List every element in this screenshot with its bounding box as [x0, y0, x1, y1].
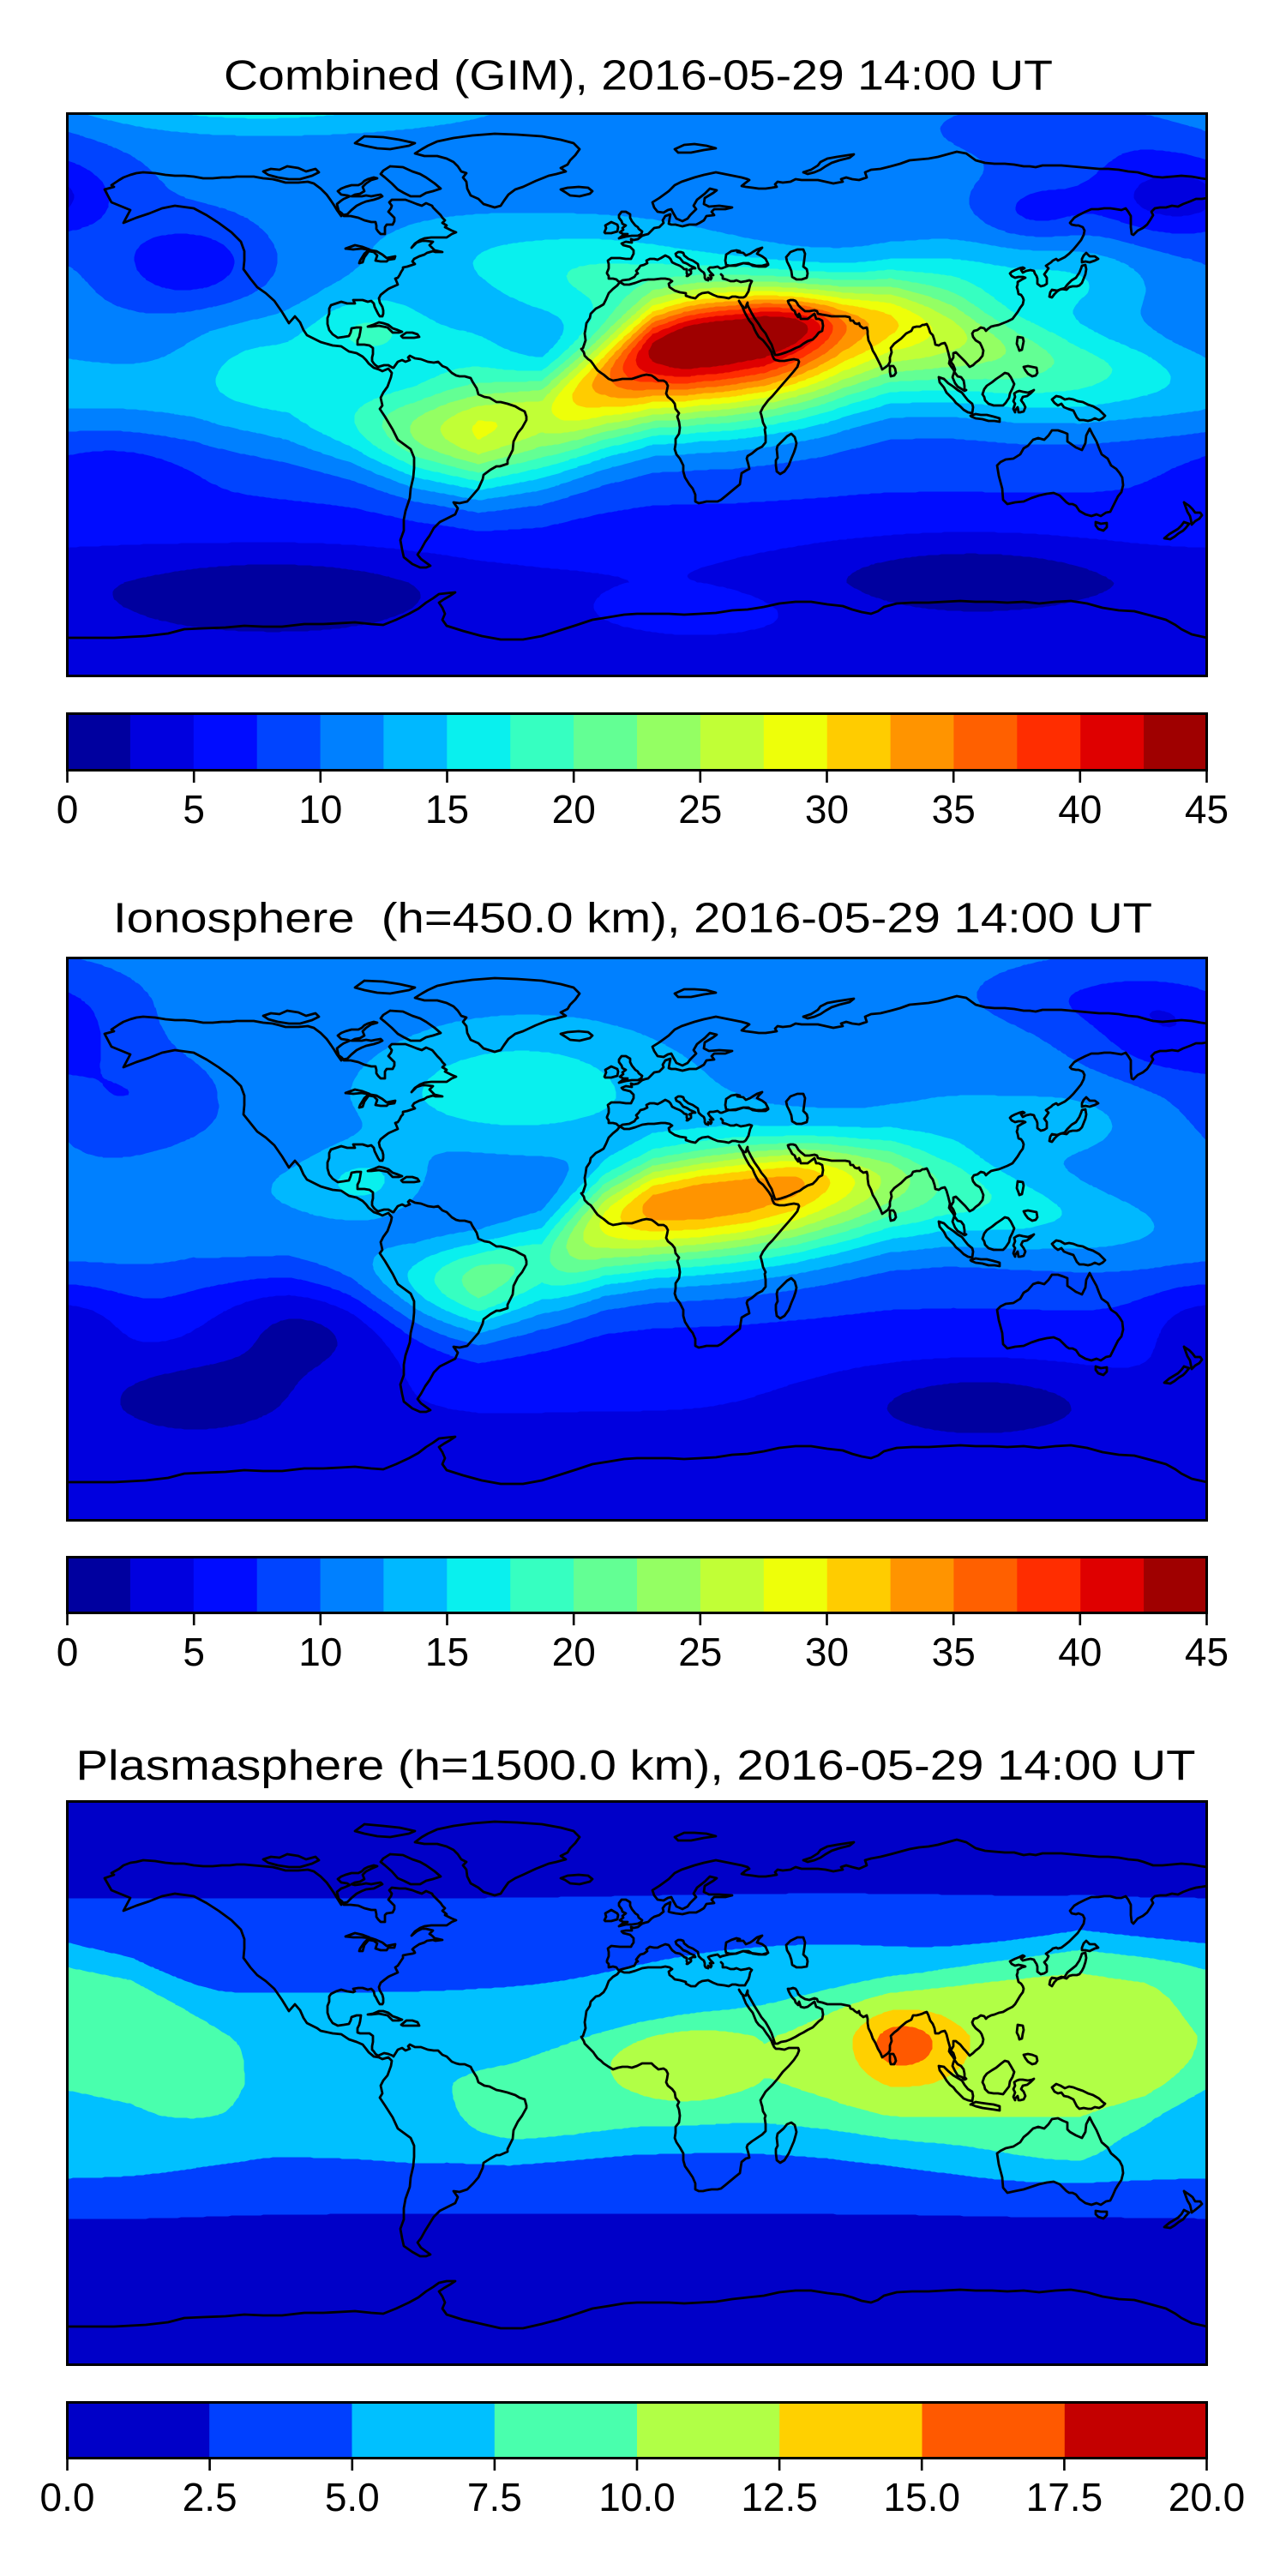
svg-text:45: 45	[1185, 1630, 1229, 1674]
svg-text:45: 45	[1185, 787, 1229, 832]
svg-text:35: 35	[932, 787, 976, 832]
svg-text:40: 40	[1058, 1630, 1102, 1674]
svg-text:20: 20	[552, 787, 596, 832]
svg-text:25: 25	[678, 787, 722, 832]
svg-text:12.5: 12.5	[741, 2475, 818, 2519]
svg-text:35: 35	[932, 1630, 976, 1674]
svg-text:Combined (GIM), 2016-05-29 14:: Combined (GIM), 2016-05-29 14:00 UT	[224, 53, 1053, 99]
svg-text:5: 5	[183, 787, 205, 832]
svg-text:0.0: 0.0	[40, 2475, 95, 2519]
svg-text:0: 0	[57, 1630, 79, 1674]
svg-text:7.5: 7.5	[467, 2475, 522, 2519]
svg-text:10: 10	[298, 1630, 342, 1674]
svg-text:20.0: 20.0	[1169, 2475, 1246, 2519]
svg-text:30: 30	[805, 787, 849, 832]
svg-text:17.5: 17.5	[1026, 2475, 1103, 2519]
svg-text:5: 5	[183, 1630, 205, 1674]
svg-text:2.5: 2.5	[183, 2475, 237, 2519]
svg-text:Plasmasphere (h=1500.0 km), 20: Plasmasphere (h=1500.0 km), 2016-05-29 1…	[76, 1743, 1196, 1789]
svg-text:5.0: 5.0	[325, 2475, 380, 2519]
svg-text:15: 15	[425, 787, 469, 832]
svg-text:10: 10	[298, 787, 342, 832]
svg-text:0: 0	[57, 787, 79, 832]
svg-text:20: 20	[552, 1630, 596, 1674]
svg-text:15: 15	[425, 1630, 469, 1674]
svg-text:15.0: 15.0	[883, 2475, 960, 2519]
svg-text:10.0: 10.0	[598, 2475, 676, 2519]
svg-text:25: 25	[678, 1630, 722, 1674]
svg-text:30: 30	[805, 1630, 849, 1674]
svg-text:40: 40	[1058, 787, 1102, 832]
svg-text:Ionosphere (h=450.0 km), 2016: Ionosphere (h=450.0 km), 2016-05-29 14:0…	[113, 896, 1152, 942]
